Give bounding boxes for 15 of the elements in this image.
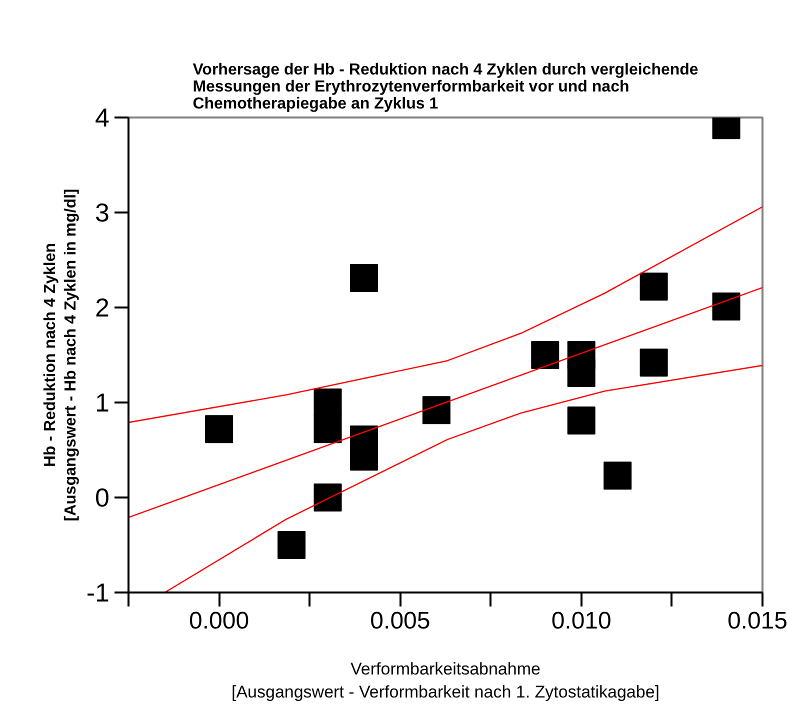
x-tick-label: 0.015 — [727, 608, 787, 634]
x-tick-label: 0.005 — [370, 608, 430, 634]
chart-title: Vorhersage der Hb - Reduktion nach 4 Zyklen durch vergleichende Messungen der Erythrozytenverformbarkeit vor und nach Chemotherapiegabe an Zyklus 1 — [192, 62, 698, 112]
y-tick-label: 3 — [95, 198, 110, 228]
x-tick-label: 0.010 — [551, 608, 612, 634]
y-tick-label: -1 — [86, 578, 110, 608]
y-tick-label: 0 — [95, 482, 110, 512]
x-axis-title: Verformbarkeitsabnahme [Ausgangswert - Verformbarkeit nach 1. Zytostatikagabe] — [231, 660, 660, 702]
y-axis-title: Hb - Reduktion nach 4 Zyklen [Ausgangswert - Hb nach 4 Zyklen in mg/dl] — [42, 188, 80, 522]
line-series — [128, 206, 762, 424]
y-tick-label: 2 — [95, 292, 110, 322]
x-tick-label: 0.000 — [189, 608, 250, 634]
line-series — [164, 364, 762, 592]
y-tick-label: 1 — [95, 388, 110, 418]
y-tick-label: 4 — [95, 102, 110, 132]
